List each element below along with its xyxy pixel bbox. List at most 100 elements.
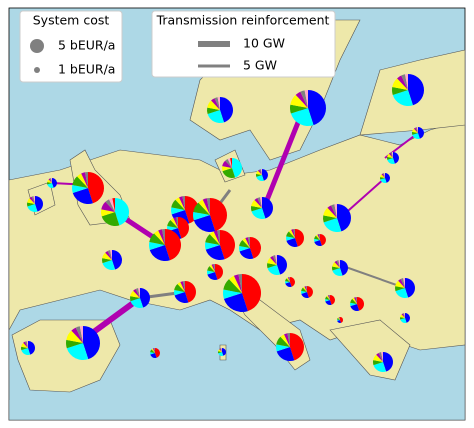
- pie-wedge: [251, 208, 266, 219]
- pie-wedge: [323, 207, 337, 218]
- pie-wedge: [217, 230, 220, 245]
- legend-title: System cost: [33, 13, 110, 28]
- transmission-line: [339, 264, 406, 289]
- pie-wedge: [27, 204, 38, 212]
- pie-wedge: [29, 196, 35, 204]
- pie-wedge: [206, 107, 220, 115]
- pie-wedge: [26, 341, 28, 348]
- pie-wedge: [223, 289, 242, 299]
- pie-wedge: [398, 278, 405, 288]
- pie-wedge: [400, 318, 407, 323]
- pie-wedge: [193, 215, 216, 232]
- pie-wedge: [49, 178, 52, 183]
- pie-wedge: [338, 317, 340, 320]
- pie-wedge: [300, 90, 308, 108]
- pie-wedge: [193, 202, 210, 215]
- pie-wedge: [400, 317, 405, 320]
- pie-wedge: [182, 196, 185, 210]
- pie-wedge: [267, 257, 277, 265]
- pie-wedge: [277, 255, 287, 275]
- pie-wedge: [257, 169, 262, 175]
- pie-wedge: [357, 297, 365, 311]
- pie-wedge: [115, 198, 129, 226]
- pie-wedge: [390, 152, 393, 158]
- pie-wedge: [405, 313, 410, 323]
- pie-wedge: [209, 231, 220, 245]
- pie-wedge: [211, 98, 220, 110]
- pie-wedge: [33, 196, 35, 204]
- pie-wedge: [207, 272, 218, 281]
- pie-wedge: [267, 263, 277, 269]
- legend-title: Transmission reinforcement: [156, 13, 330, 28]
- pie-wedge: [101, 258, 112, 264]
- pie-charts: [21, 74, 424, 373]
- pie-wedge: [182, 281, 185, 292]
- pie-wedge: [401, 313, 405, 318]
- transmission-legend: Transmission reinforcement 10 GW 5 GW: [151, 10, 336, 78]
- pie-wedge: [285, 278, 290, 282]
- pie-wedge: [290, 277, 295, 287]
- pie-wedge: [165, 229, 182, 261]
- pie-wedge: [88, 172, 104, 204]
- pie-wedge: [397, 75, 408, 90]
- pie-wedge: [150, 353, 157, 358]
- pie-wedge: [334, 204, 337, 218]
- pie-wedge: [198, 199, 210, 215]
- pie-wedge: [405, 74, 408, 90]
- pie-wedge: [416, 127, 418, 133]
- pie-wedge: [256, 170, 262, 175]
- pie-wedge: [393, 152, 400, 164]
- pie-wedge: [220, 348, 222, 352]
- pie-wedge: [27, 202, 35, 207]
- pie-wedge: [382, 173, 385, 178]
- pie-wedge: [154, 230, 165, 245]
- pie-wedge: [245, 237, 250, 248]
- pie-wedge: [149, 245, 170, 261]
- pie-wedge: [405, 278, 415, 298]
- pie-wedge: [171, 207, 185, 215]
- pie-wedge: [412, 133, 420, 139]
- pie-wedge: [85, 172, 88, 188]
- pie-wedge: [177, 282, 185, 292]
- pie-wedge: [110, 250, 112, 260]
- pie-wedge: [381, 352, 383, 362]
- pie-wedge: [286, 231, 295, 238]
- pie-wedge: [331, 204, 337, 218]
- pie-wedge: [207, 100, 220, 110]
- pie-wedge: [326, 295, 330, 300]
- pie-wedge: [337, 317, 340, 320]
- pie-wedge: [102, 260, 116, 270]
- pie-wedge: [178, 217, 189, 239]
- pie-wedge: [286, 236, 295, 241]
- pie-wedge: [285, 282, 292, 287]
- pie-wedge: [66, 330, 83, 343]
- pie-wedge: [150, 352, 155, 355]
- pie-wedge: [314, 235, 320, 240]
- pie-wedge: [218, 351, 222, 354]
- pie-wedge: [151, 348, 155, 353]
- pie-wedge: [338, 260, 340, 268]
- pie-wedge: [175, 217, 178, 228]
- pie-wedge: [350, 304, 360, 311]
- pie-wedge: [213, 230, 220, 245]
- pie-wedge: [179, 196, 185, 210]
- pie-wedge: [31, 196, 35, 204]
- pie-wedge: [340, 317, 343, 323]
- pie-wedge: [256, 173, 262, 177]
- pie-wedge: [272, 255, 277, 265]
- pie-wedge: [280, 334, 290, 347]
- pie-wedge: [112, 250, 122, 270]
- pie-wedge: [174, 283, 185, 292]
- pie-wedge: [230, 158, 232, 168]
- pie-wedge: [378, 352, 383, 362]
- pie-wedge: [242, 274, 261, 312]
- pie-wedge: [158, 229, 165, 245]
- pie-wedge: [315, 234, 320, 240]
- pie-wedge: [21, 348, 31, 356]
- pie-wedge: [404, 313, 405, 318]
- pie-wedge: [174, 289, 185, 296]
- pie-wedge: [412, 131, 418, 135]
- legend-box: [19, 10, 123, 83]
- pie-wedge: [52, 178, 57, 188]
